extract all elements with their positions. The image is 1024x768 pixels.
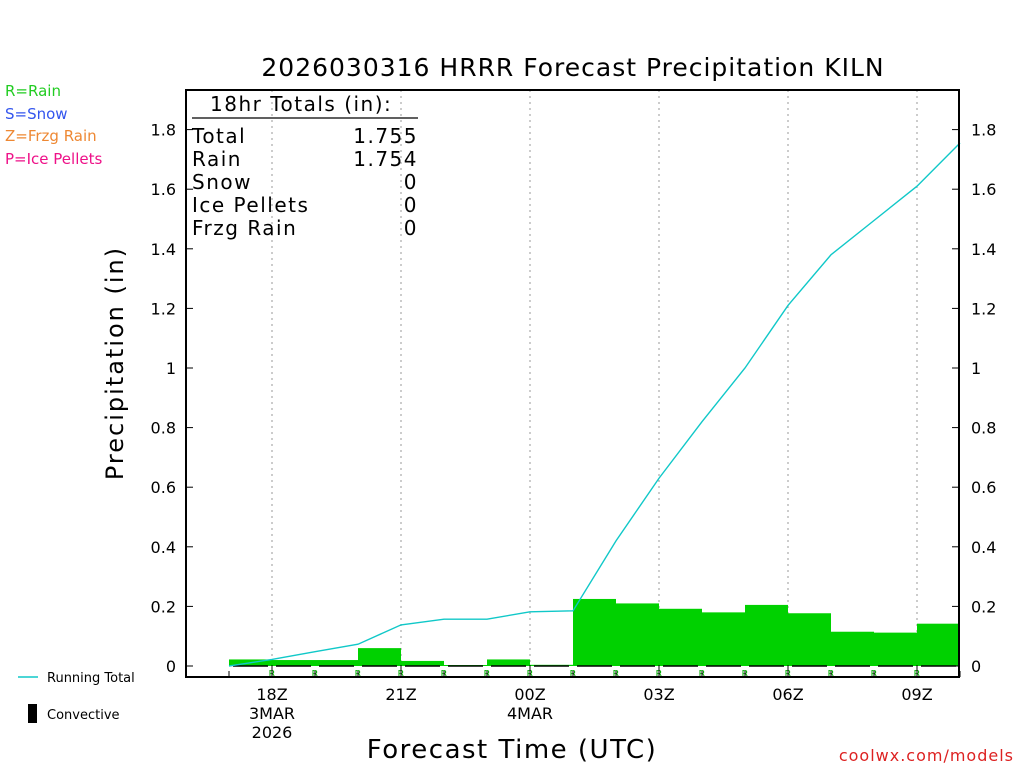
totals-value-4: 0	[404, 216, 418, 240]
xtick-label-2-0: 00Z	[514, 685, 545, 704]
ytick-label-left-5: 1	[166, 359, 176, 378]
totals-value-2: 0	[404, 170, 418, 194]
ytick-label-right-1: 0.2	[971, 597, 996, 616]
precip-bar-1	[272, 660, 315, 666]
series-legend: Running Total Convective	[18, 671, 135, 723]
legend-frzg-rain: Z=Frzg Rain	[5, 127, 97, 145]
totals-rows: Total 1.755 Rain 1.754 Snow 0 Ice Pellets 0 Frzg…	[191, 124, 418, 240]
ytick-label-left-0: 0	[166, 657, 176, 676]
xtick-label-0-2: 2026	[252, 723, 293, 742]
precip-bar-9	[616, 603, 659, 666]
convective-swatch	[28, 704, 37, 723]
ytick-label-left-1: 0.2	[151, 597, 176, 616]
ytick-label-left-4: 0.8	[151, 419, 176, 438]
x-axis-label: Forecast Time (UTC)	[367, 735, 658, 765]
precip-bar-4	[401, 660, 444, 666]
precip-bar-10	[659, 608, 702, 666]
ytick-label-right-0: 0	[971, 657, 981, 676]
xtick-label-0-1: 3MAR	[249, 704, 295, 723]
ytick-label-right-6: 1.2	[971, 299, 996, 318]
totals-value-3: 0	[404, 193, 418, 217]
ytick-label-right-2: 0.4	[971, 538, 996, 557]
totals-label-0: Total	[191, 124, 246, 148]
precip-bar-3	[358, 648, 401, 666]
totals-value-0: 1.755	[353, 124, 418, 148]
credit: coolwx.com/models	[839, 746, 1014, 765]
ytick-label-right-4: 0.8	[971, 419, 996, 438]
ytick-label-right-3: 0.6	[971, 478, 996, 497]
type-legend: R=Rain S=Snow Z=Frzg Rain P=Ice Pellets	[5, 82, 102, 168]
precip-bar-12	[745, 604, 788, 666]
legend-rain: R=Rain	[5, 82, 61, 100]
xtick-label-1-0: 21Z	[385, 685, 416, 704]
legend-ice-pellets: P=Ice Pellets	[5, 150, 102, 168]
ytick-label-left-2: 0.4	[151, 538, 176, 557]
ytick-label-right-5: 1	[971, 359, 981, 378]
precip-bar-16	[917, 623, 960, 666]
gridlines	[271, 90, 918, 677]
precip-bar-2	[315, 660, 358, 666]
y-axis-label: Precipitation (in)	[101, 246, 129, 480]
plot-frame	[185, 89, 960, 678]
running-total-line	[228, 142, 961, 667]
xtick-label-5-0: 09Z	[901, 685, 932, 704]
totals-label-4: Frzg Rain	[192, 216, 297, 240]
ytick-label-right-7: 1.4	[971, 240, 996, 259]
ytick-label-right-9: 1.8	[971, 121, 996, 140]
ytick-label-left-8: 1.6	[151, 180, 176, 199]
xtick-label-2-1: 4MAR	[507, 704, 553, 723]
totals-value-1: 1.754	[353, 147, 418, 171]
totals-label-2: Snow	[192, 170, 252, 194]
precip-bar-6	[487, 659, 530, 666]
xtick-label-0-0: 18Z	[256, 685, 287, 704]
totals-label-1: Rain	[192, 147, 242, 171]
precip-bar-14	[831, 631, 874, 666]
totals-label-3: Ice Pellets	[192, 193, 309, 217]
ytick-label-right-8: 1.6	[971, 180, 996, 199]
precip-bar-11	[702, 612, 745, 666]
y-axis: 0 00.2 0.20.4 0.40.6 0.60.8 0.81 11.2 1.21.4 1.4…	[151, 121, 997, 676]
xtick-label-4-0: 06Z	[772, 685, 803, 704]
precip-bar-13	[788, 613, 831, 666]
hourly-bars	[229, 598, 960, 666]
ytick-label-left-6: 1.2	[151, 299, 176, 318]
precip-bar-15	[874, 632, 917, 666]
ytick-label-left-7: 1.4	[151, 240, 176, 259]
totals-header: 18hr Totals (in):	[210, 92, 392, 116]
xtick-label-3-0: 03Z	[643, 685, 674, 704]
convective-legend: Convective	[47, 708, 120, 723]
chart-title: 2026030316 HRRR Forecast Precipitation K…	[261, 53, 884, 82]
precip-bar-8	[573, 598, 616, 666]
totals-box: 18hr Totals (in): Total 1.755 Rain 1.754 Sno…	[191, 92, 418, 240]
legend-snow: S=Snow	[5, 105, 68, 123]
ytick-label-left-9: 1.8	[151, 121, 176, 140]
ytick-label-left-3: 0.6	[151, 478, 176, 497]
running-total-legend: Running Total	[47, 671, 135, 686]
